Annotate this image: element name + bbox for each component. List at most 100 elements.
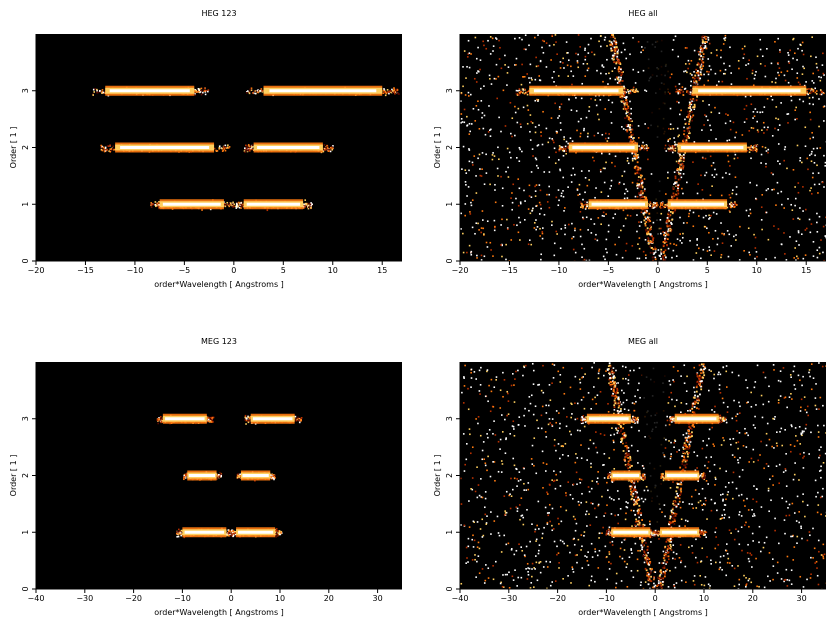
pixel — [619, 68, 622, 71]
pixel — [633, 137, 635, 139]
chart-title: HEG 123 — [201, 9, 236, 18]
pixel — [721, 242, 724, 244]
pixel — [702, 61, 705, 64]
pixel — [468, 169, 470, 172]
pixel — [700, 49, 703, 52]
pixel — [460, 122, 462, 124]
pixel — [671, 218, 674, 221]
pixel — [765, 162, 767, 165]
pixel — [463, 121, 466, 124]
heatmap-image — [92, 85, 400, 212]
pixel — [616, 81, 619, 84]
pixel — [512, 183, 515, 186]
pixel — [775, 77, 777, 80]
pixel — [726, 230, 729, 232]
pixel — [756, 255, 758, 258]
pixel — [682, 160, 685, 162]
pixel — [667, 171, 669, 174]
pixel — [480, 254, 483, 257]
pixel — [480, 231, 482, 234]
pixel — [635, 152, 637, 155]
pixel — [224, 146, 227, 149]
pixel — [674, 177, 677, 180]
pixel — [585, 116, 588, 119]
pixel — [571, 237, 573, 240]
pixel — [562, 176, 565, 179]
pixel — [629, 123, 632, 126]
pixel — [801, 41, 804, 44]
pixel — [760, 153, 763, 156]
pixel — [248, 92, 251, 95]
pixel — [660, 232, 662, 235]
pixel — [485, 153, 487, 156]
pixel — [803, 84, 806, 87]
pixel — [598, 118, 600, 121]
pixel — [778, 74, 780, 77]
pixel — [724, 34, 727, 37]
pixel — [708, 104, 710, 106]
pixel — [522, 92, 524, 94]
pixel — [756, 111, 759, 113]
pixel — [553, 254, 556, 257]
pixel — [630, 135, 632, 137]
pixel — [673, 137, 675, 139]
pixel — [531, 148, 534, 150]
pixel — [626, 129, 629, 132]
pixel — [519, 239, 521, 241]
pixel — [689, 88, 692, 91]
pixel — [777, 160, 779, 162]
pixel — [662, 244, 665, 247]
pixel — [650, 234, 653, 237]
pixel — [674, 85, 677, 88]
pixel — [705, 41, 708, 43]
pixel — [510, 197, 512, 199]
pixel — [755, 150, 758, 153]
pixel — [756, 129, 759, 131]
pixel — [482, 227, 485, 230]
pixel — [766, 128, 768, 131]
pixel — [688, 63, 691, 65]
pixel — [750, 127, 753, 129]
pixel — [816, 147, 819, 150]
pixel — [534, 78, 537, 81]
pixel — [471, 226, 474, 229]
pixel — [475, 105, 478, 107]
pixel — [247, 144, 250, 146]
pixel — [654, 206, 656, 208]
pixel — [112, 148, 115, 151]
pixel — [811, 36, 813, 38]
pixel — [781, 203, 783, 206]
pixel — [802, 257, 805, 260]
pixel — [792, 218, 795, 220]
pixel — [607, 230, 610, 233]
pixel — [628, 135, 631, 138]
pixel — [614, 67, 616, 69]
pixel — [764, 146, 767, 149]
pixel — [523, 219, 526, 221]
pixel — [468, 122, 471, 125]
pixel — [540, 258, 542, 261]
pixel — [155, 203, 158, 205]
pixel — [695, 71, 698, 74]
pixel — [520, 91, 522, 93]
pixel — [690, 88, 693, 91]
pixel — [728, 233, 731, 236]
pixel — [727, 160, 730, 163]
pixel — [670, 147, 673, 150]
pixel — [226, 201, 229, 204]
pixel — [536, 98, 538, 101]
pixel — [387, 91, 390, 94]
pixel — [619, 63, 622, 65]
pixel — [749, 148, 751, 151]
pixel — [752, 127, 755, 130]
pixel — [494, 226, 496, 229]
pixel — [600, 191, 603, 193]
pixel — [747, 227, 750, 230]
pixel — [310, 204, 312, 207]
pixel — [103, 150, 106, 153]
pixel — [657, 249, 660, 251]
pixel — [750, 103, 753, 106]
pixel — [493, 219, 496, 222]
pixel — [705, 214, 707, 217]
pixel — [110, 150, 112, 152]
